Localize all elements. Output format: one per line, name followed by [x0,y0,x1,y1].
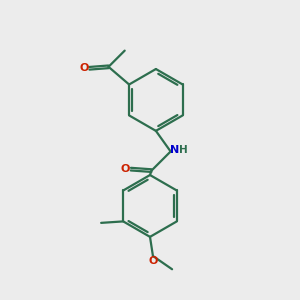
Text: H: H [179,145,188,155]
Text: O: O [80,63,89,73]
Text: O: O [148,256,158,266]
Text: N: N [169,145,179,155]
Text: O: O [121,164,130,174]
